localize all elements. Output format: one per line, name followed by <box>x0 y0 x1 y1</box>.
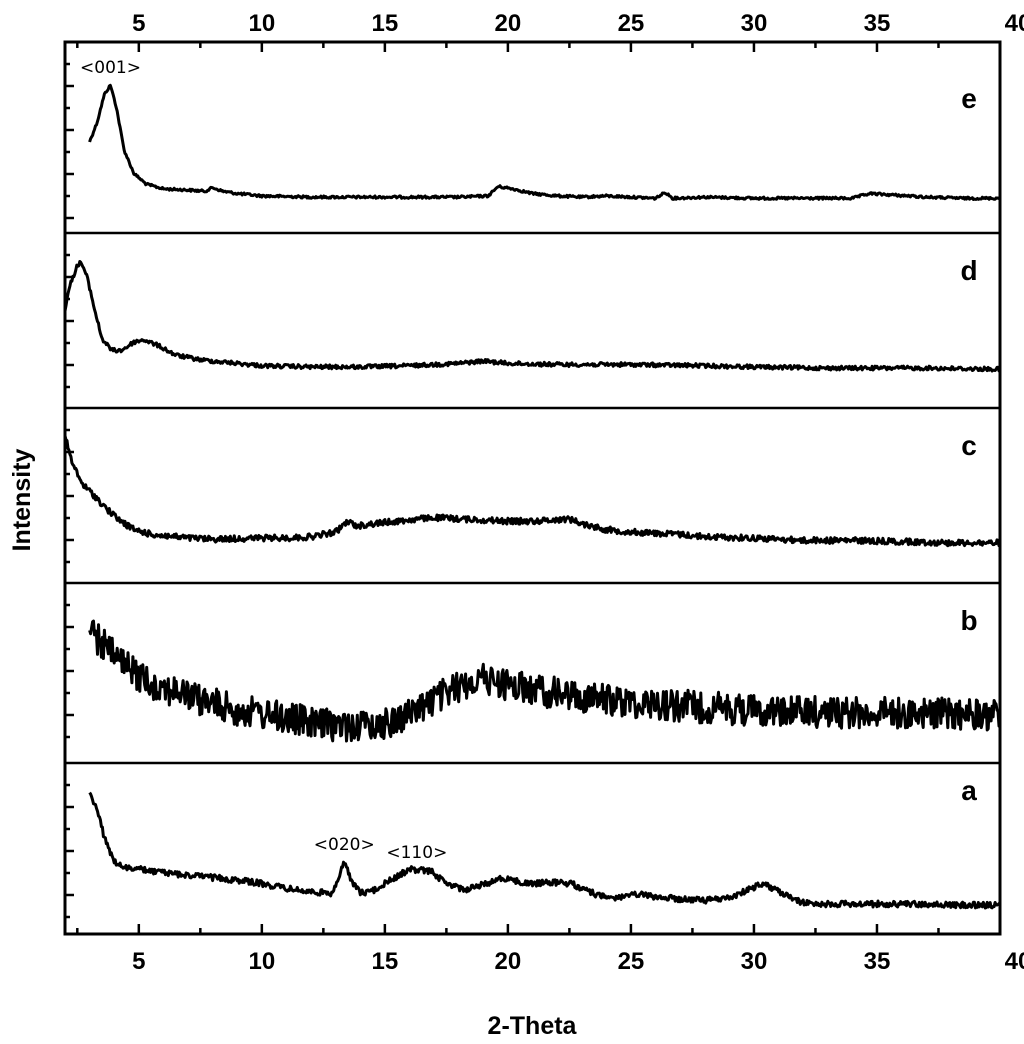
peak-label: <001> <box>80 58 141 78</box>
trace-d <box>63 260 1002 373</box>
x-tick-label-top: 30 <box>741 10 768 37</box>
x-tick-label-bottom: 25 <box>618 948 645 975</box>
panel-label-c: c <box>961 430 977 461</box>
trace-b <box>88 619 1002 743</box>
panels: e <001> d c b a <020> <110> <box>63 58 1002 919</box>
x-tick-label-top: 5 <box>132 10 145 37</box>
x-axis-title: 2-Theta <box>488 1012 578 1040</box>
x-tick-label-bottom: 40 <box>1005 948 1024 975</box>
trace-e <box>88 83 1001 201</box>
trace-c <box>63 435 1002 548</box>
panel-b: b <box>65 603 1002 765</box>
x-tick-label-bottom: 5 <box>132 948 145 975</box>
top-x-axis: 5 10 15 20 25 30 35 40 <box>76 10 1024 52</box>
panel-label-a: a <box>961 775 977 806</box>
peak-label: <110> <box>386 843 447 863</box>
trace-a <box>88 791 1001 910</box>
x-tick-label-top: 10 <box>248 10 275 37</box>
panel-label-b: b <box>960 605 977 636</box>
y-axis-title: Intensity <box>8 449 36 552</box>
x-tick-label-top: 20 <box>495 10 522 37</box>
x-tick-label-top: 15 <box>372 10 399 37</box>
x-tick-label-top: 25 <box>618 10 645 37</box>
panel-label-d: d <box>960 255 977 286</box>
x-tick-label-bottom: 20 <box>495 948 522 975</box>
panel-e: e <001> <box>65 58 1001 235</box>
bottom-x-axis: 5 10 15 20 25 30 35 40 <box>76 924 1024 975</box>
x-tick-label-top: 35 <box>864 10 891 37</box>
panel-c: c <box>63 428 1002 585</box>
panel-label-e: e <box>961 83 977 114</box>
x-tick-label-bottom: 35 <box>864 948 891 975</box>
plot-frame <box>63 40 1002 936</box>
panel-a: a <020> <110> <box>65 775 1001 919</box>
x-tick-label-top: 40 <box>1005 10 1024 37</box>
peak-label: <020> <box>314 835 375 855</box>
x-tick-label-bottom: 10 <box>248 948 275 975</box>
x-tick-label-bottom: 15 <box>372 948 399 975</box>
panel-d: d <box>63 253 1002 410</box>
x-tick-label-bottom: 30 <box>741 948 768 975</box>
